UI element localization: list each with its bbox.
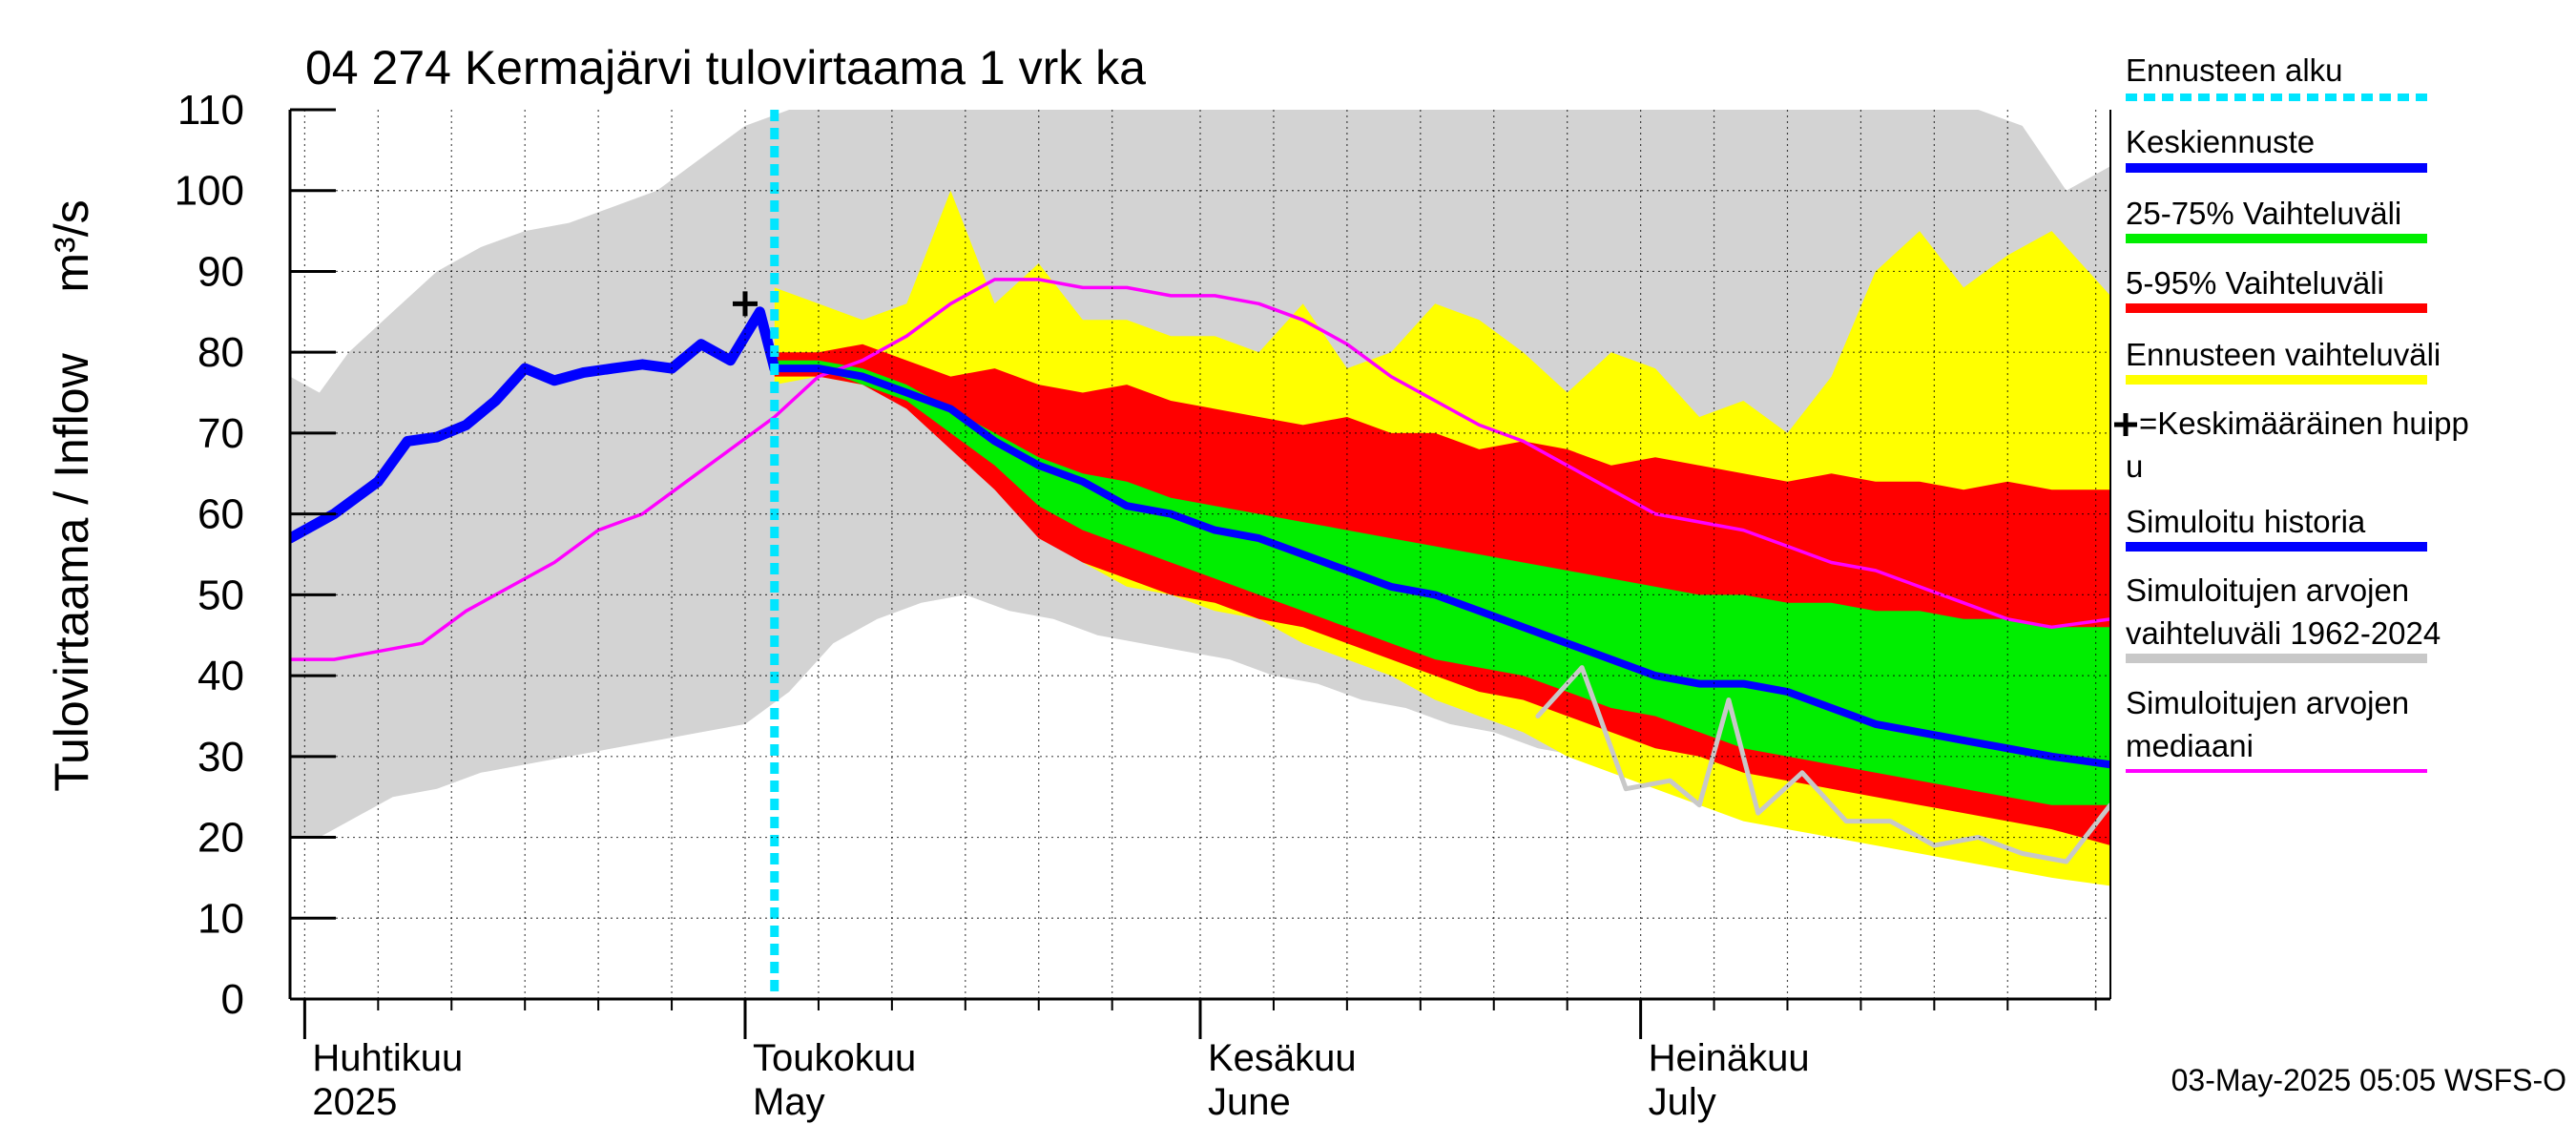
y-tick-label: 100 [175,168,244,215]
legend-label: Ennusteen alku [2126,52,2343,88]
x-month-label: Heinäkuu [1649,1037,1810,1079]
legend-label-2: mediaani [2126,728,2254,763]
y-tick-label: 0 [221,976,244,1023]
y-tick-label: 110 [177,87,244,134]
legend-item: Ennusteen alku [2126,52,2427,101]
y-tick-label: 20 [197,815,244,862]
y-tick-label: 90 [197,248,244,295]
x-month-sublabel: June [1208,1081,1291,1123]
legend-item: Simuloitu historia [2126,504,2427,552]
x-month-sublabel: July [1649,1081,1716,1123]
footer-timestamp: 03-May-2025 05:05 WSFS-O [2171,1063,2566,1097]
legend-item: =Keskimääräinen huipp u [2114,406,2469,484]
mean-peak-marker [733,291,758,317]
legend-label: 5-95% Vaihteluväli [2126,265,2384,301]
y-tick-label: 70 [197,410,244,457]
legend-label: 25-75% Vaihteluväli [2126,196,2401,231]
legend-label: Ennusteen vaihteluväli [2126,337,2441,372]
legend-item: 5-95% Vaihteluväli [2126,265,2427,313]
x-month-label: Toukokuu [753,1037,916,1079]
y-tick-label: 50 [197,572,244,618]
legend-item: Simuloitujen arvojen mediaani [2126,685,2427,773]
y-tick-label: 80 [197,329,244,376]
band-25-75 [774,360,2110,805]
y-tick-label: 30 [197,734,244,781]
y-tick-label: 10 [197,895,244,942]
legend-label: Keskiennuste [2126,124,2315,159]
x-month-sublabel: May [753,1081,825,1123]
y-axis-unit: m³/s [45,199,98,292]
simulated-history-line [290,306,780,544]
y-axis-label: Tulovirtaama / Inflow [45,352,98,791]
legend-label: Simuloitu historia [2126,504,2366,539]
chart-title: 04 274 Kermajärvi tulovirtaama 1 vrk ka [305,41,1146,94]
legend-item: Ennusteen vaihteluväli [2126,337,2441,385]
legend-item: Keskiennuste [2126,124,2427,173]
legend-item: Simuloitujen arvojen vaihteluväli 1962-20… [2126,572,2441,663]
legend-label: Simuloitujen arvojen [2126,685,2409,720]
x-month-sublabel: 2025 [312,1081,397,1123]
median-line [290,278,2110,661]
legend-label: =Keskimääräinen huipp [2139,406,2469,441]
x-month-label: Kesäkuu [1208,1037,1357,1079]
legend-label-2: u [2126,448,2143,484]
y-tick-label: 40 [197,653,244,699]
x-month-label: Huhtikuu [312,1037,463,1079]
legend-item: 25-75% Vaihteluväli [2126,196,2427,243]
y-tick-label: 60 [197,491,244,538]
legend-label-2: vaihteluväli 1962-2024 [2126,615,2441,651]
legend-label: Simuloitujen arvojen [2126,572,2409,608]
